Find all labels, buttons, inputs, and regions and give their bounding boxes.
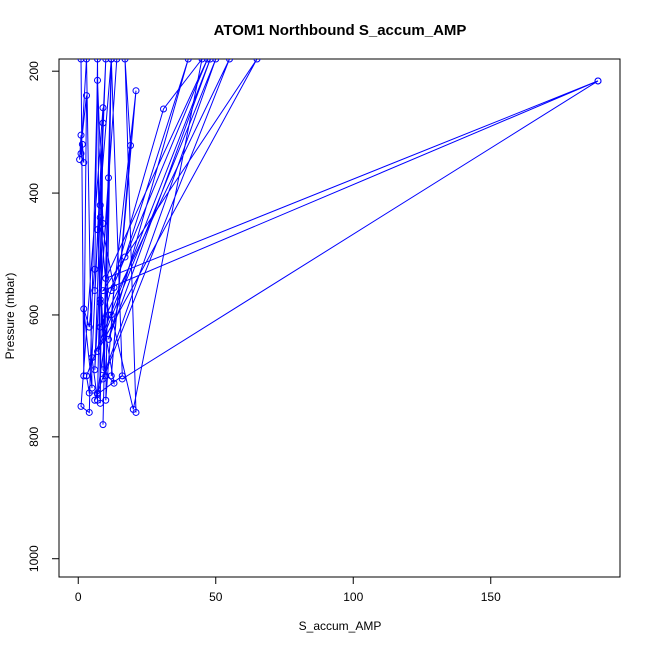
data-point: [198, 59, 206, 63]
data-point: [96, 299, 104, 307]
data-point: [96, 213, 104, 221]
data-point: [594, 77, 602, 85]
data-point: [96, 201, 104, 209]
data-point: [184, 59, 192, 63]
data-point: [85, 389, 93, 397]
data-point: [118, 375, 126, 383]
data-point: [107, 287, 115, 295]
data-point: [91, 265, 99, 273]
data-point: [80, 159, 88, 167]
data-point: [132, 87, 140, 95]
series-line: [96, 59, 123, 425]
data-point: [77, 402, 85, 410]
data-point: [94, 226, 101, 234]
y-tick-label: 600: [27, 305, 41, 325]
y-axis-label: Pressure (mbar): [3, 273, 17, 360]
data-point: [102, 396, 110, 404]
chart-title: ATOM1 Northbound S_accum_AMP: [214, 22, 467, 39]
data-point: [99, 104, 107, 112]
data-point: [102, 274, 110, 282]
y-tick-label: 200: [27, 61, 41, 81]
data-point: [83, 59, 90, 63]
data-point: [160, 105, 167, 113]
data-point: [91, 287, 99, 295]
data-point: [77, 59, 85, 63]
x-axis-label: S_accum_AMP: [299, 619, 382, 633]
plot-area: [58, 58, 621, 578]
data-point: [107, 59, 115, 63]
data-point: [99, 287, 107, 295]
series-line: [85, 59, 599, 401]
series-4: [83, 59, 602, 404]
data-point: [113, 59, 121, 63]
data-point: [212, 59, 220, 63]
data-point: [127, 142, 134, 150]
data-point: [91, 396, 99, 404]
data-point: [94, 59, 101, 63]
data-point: [91, 366, 99, 374]
data-point: [121, 253, 129, 261]
data-point: [96, 296, 104, 304]
data-point: [77, 149, 85, 157]
data-point: [253, 59, 261, 63]
data-point: [94, 76, 101, 84]
data-point: [96, 323, 104, 331]
data-point: [226, 59, 233, 63]
data-point: [99, 421, 107, 429]
data-point: [105, 174, 112, 182]
plot-frame: [58, 58, 621, 578]
data-point: [94, 348, 101, 356]
data-point: [83, 92, 90, 100]
data-point: [110, 379, 118, 387]
data-point: [129, 405, 137, 413]
data-point: [80, 305, 88, 313]
data-point: [77, 131, 85, 139]
data-point: [83, 372, 90, 380]
x-tick-label: 100: [343, 590, 363, 604]
x-tick-label: 0: [75, 590, 82, 604]
data-point: [121, 59, 129, 63]
x-tick-label: 50: [209, 590, 223, 604]
data-point: [85, 323, 93, 331]
x-axis: 0 50 100 150: [75, 576, 501, 604]
y-tick-label: 800: [27, 427, 41, 447]
y-axis: 200 400 600 800 1000: [27, 61, 60, 572]
x-tick-label: 150: [481, 590, 501, 604]
data-point: [94, 389, 101, 397]
data-point: [105, 335, 112, 343]
data-point: [107, 372, 115, 380]
series-1: [76, 59, 110, 416]
data-point: [85, 408, 93, 416]
data-point: [78, 140, 86, 148]
data-point: [102, 59, 110, 63]
y-tick-label: 400: [27, 183, 41, 203]
data-point: [204, 59, 211, 63]
y-tick-label: 1000: [27, 545, 41, 572]
data-point: [206, 59, 214, 63]
